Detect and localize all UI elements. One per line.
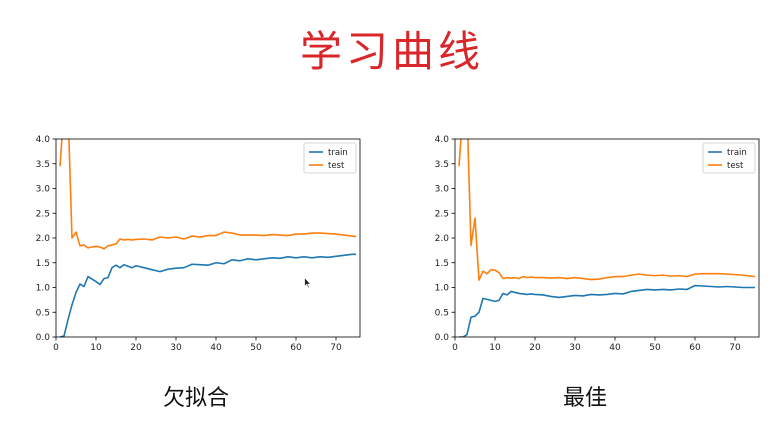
y-tick-label: 0.5	[435, 308, 449, 318]
y-tick-label: 0.0	[36, 333, 51, 343]
y-tick-label: 2.0	[36, 234, 51, 244]
y-tick-label: 4.0	[36, 135, 51, 145]
x-tick-label: 40	[210, 343, 222, 353]
x-tick-label: 50	[250, 343, 262, 353]
y-tick-label: 4.0	[435, 135, 450, 145]
y-tick-label: 1.5	[435, 259, 449, 269]
slide-title: 学习曲线	[299, 27, 484, 76]
x-tick-label: 60	[290, 343, 302, 353]
x-tick-label: 40	[609, 343, 621, 353]
learning-curve-chart-underfit: 0.0 0.5 1.0 1.5 2.0 2.5 3.0 3.5 4.0 0 10 20 30 40 50 60…	[36, 135, 361, 353]
series-line-test	[59, 139, 357, 250]
y-tick-label: 1.0	[36, 284, 51, 294]
x-tick-label: 70	[330, 343, 342, 353]
y-tick-label: 3.0	[36, 185, 51, 195]
x-tick-label: 0	[452, 343, 458, 353]
caption-underfit: 欠拟合	[163, 386, 230, 411]
series-line-test	[458, 139, 756, 281]
x-tick-label: 30	[170, 343, 182, 353]
x-tick-label: 20	[529, 343, 541, 353]
legend-label-train: train	[328, 148, 348, 158]
y-tick-label: 0.5	[36, 308, 50, 318]
x-tick-label: 10	[489, 343, 501, 353]
y-tick-label: 0.0	[435, 333, 450, 343]
x-tick-label: 10	[90, 343, 102, 353]
x-tick-label: 20	[130, 343, 142, 353]
y-tick-label: 2.5	[36, 209, 50, 219]
legend-label-train: train	[727, 148, 747, 158]
y-tick-label: 2.0	[435, 234, 450, 244]
x-tick-label: 70	[729, 343, 741, 353]
y-tick-label: 3.5	[435, 160, 449, 170]
x-tick-label: 30	[569, 343, 581, 353]
legend-label-test: test	[727, 161, 744, 171]
series-line-train	[459, 284, 755, 337]
x-tick-label: 60	[689, 343, 701, 353]
x-tick-label: 0	[53, 343, 59, 353]
y-tick-label: 2.5	[435, 209, 449, 219]
caption-best: 最佳	[563, 386, 608, 411]
y-tick-label: 3.5	[36, 160, 50, 170]
legend-label-test: test	[328, 161, 345, 171]
y-tick-label: 1.5	[36, 259, 50, 269]
mouse-cursor-icon	[304, 277, 312, 289]
y-tick-label: 3.0	[435, 185, 450, 195]
x-tick-label: 50	[649, 343, 661, 353]
y-tick-label: 1.0	[435, 284, 450, 294]
learning-curve-chart-best: 0.0 0.5 1.0 1.5 2.0 2.5 3.0 3.5 4.0 0 10 20 30 40 50 60…	[435, 135, 760, 353]
series-line-train	[59, 253, 356, 337]
